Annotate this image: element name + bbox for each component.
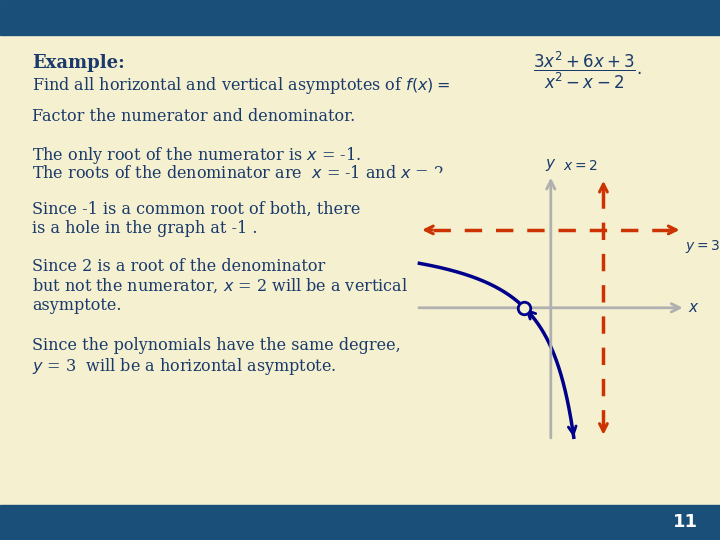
Text: Factor the numerator and denominator.: Factor the numerator and denominator. bbox=[32, 108, 356, 125]
Text: $y$ = 3  will be a horizontal asymptote.: $y$ = 3 will be a horizontal asymptote. bbox=[32, 356, 337, 377]
Text: Since -1 is a common root of both, there: Since -1 is a common root of both, there bbox=[32, 201, 361, 218]
Text: $x = 2$: $x = 2$ bbox=[563, 159, 598, 173]
Text: $y$: $y$ bbox=[545, 157, 557, 173]
Text: Since 2 is a root of the denominator: Since 2 is a root of the denominator bbox=[32, 258, 325, 274]
Text: $y = 3$: $y = 3$ bbox=[685, 238, 720, 255]
Text: is a hole in the graph at -1 .: is a hole in the graph at -1 . bbox=[32, 220, 258, 237]
Text: Since the polynomials have the same degree,: Since the polynomials have the same degr… bbox=[32, 338, 401, 354]
Bar bbox=[0, 0, 720, 35]
Text: asymptote.: asymptote. bbox=[32, 297, 122, 314]
Text: The only root of the numerator is $x$ = -1.: The only root of the numerator is $x$ = … bbox=[32, 145, 361, 166]
Bar bbox=[0, 505, 720, 540]
Text: but not the numerator, $x$ = 2 will be a vertical: but not the numerator, $x$ = 2 will be a… bbox=[32, 277, 408, 295]
Text: 11: 11 bbox=[673, 514, 698, 531]
Text: Example:: Example: bbox=[32, 54, 125, 72]
Text: $\dfrac{3x^2+6x+3}{x^2-x-2}.$: $\dfrac{3x^2+6x+3}{x^2-x-2}.$ bbox=[533, 50, 642, 91]
Text: $x$: $x$ bbox=[688, 301, 699, 315]
Text: The roots of the denominator are  $x$ = -1 and $x$ = 2 .: The roots of the denominator are $x$ = -… bbox=[32, 165, 455, 181]
Text: Find all horizontal and vertical asymptotes of $f(x) =$: Find all horizontal and vertical asympto… bbox=[32, 75, 451, 96]
